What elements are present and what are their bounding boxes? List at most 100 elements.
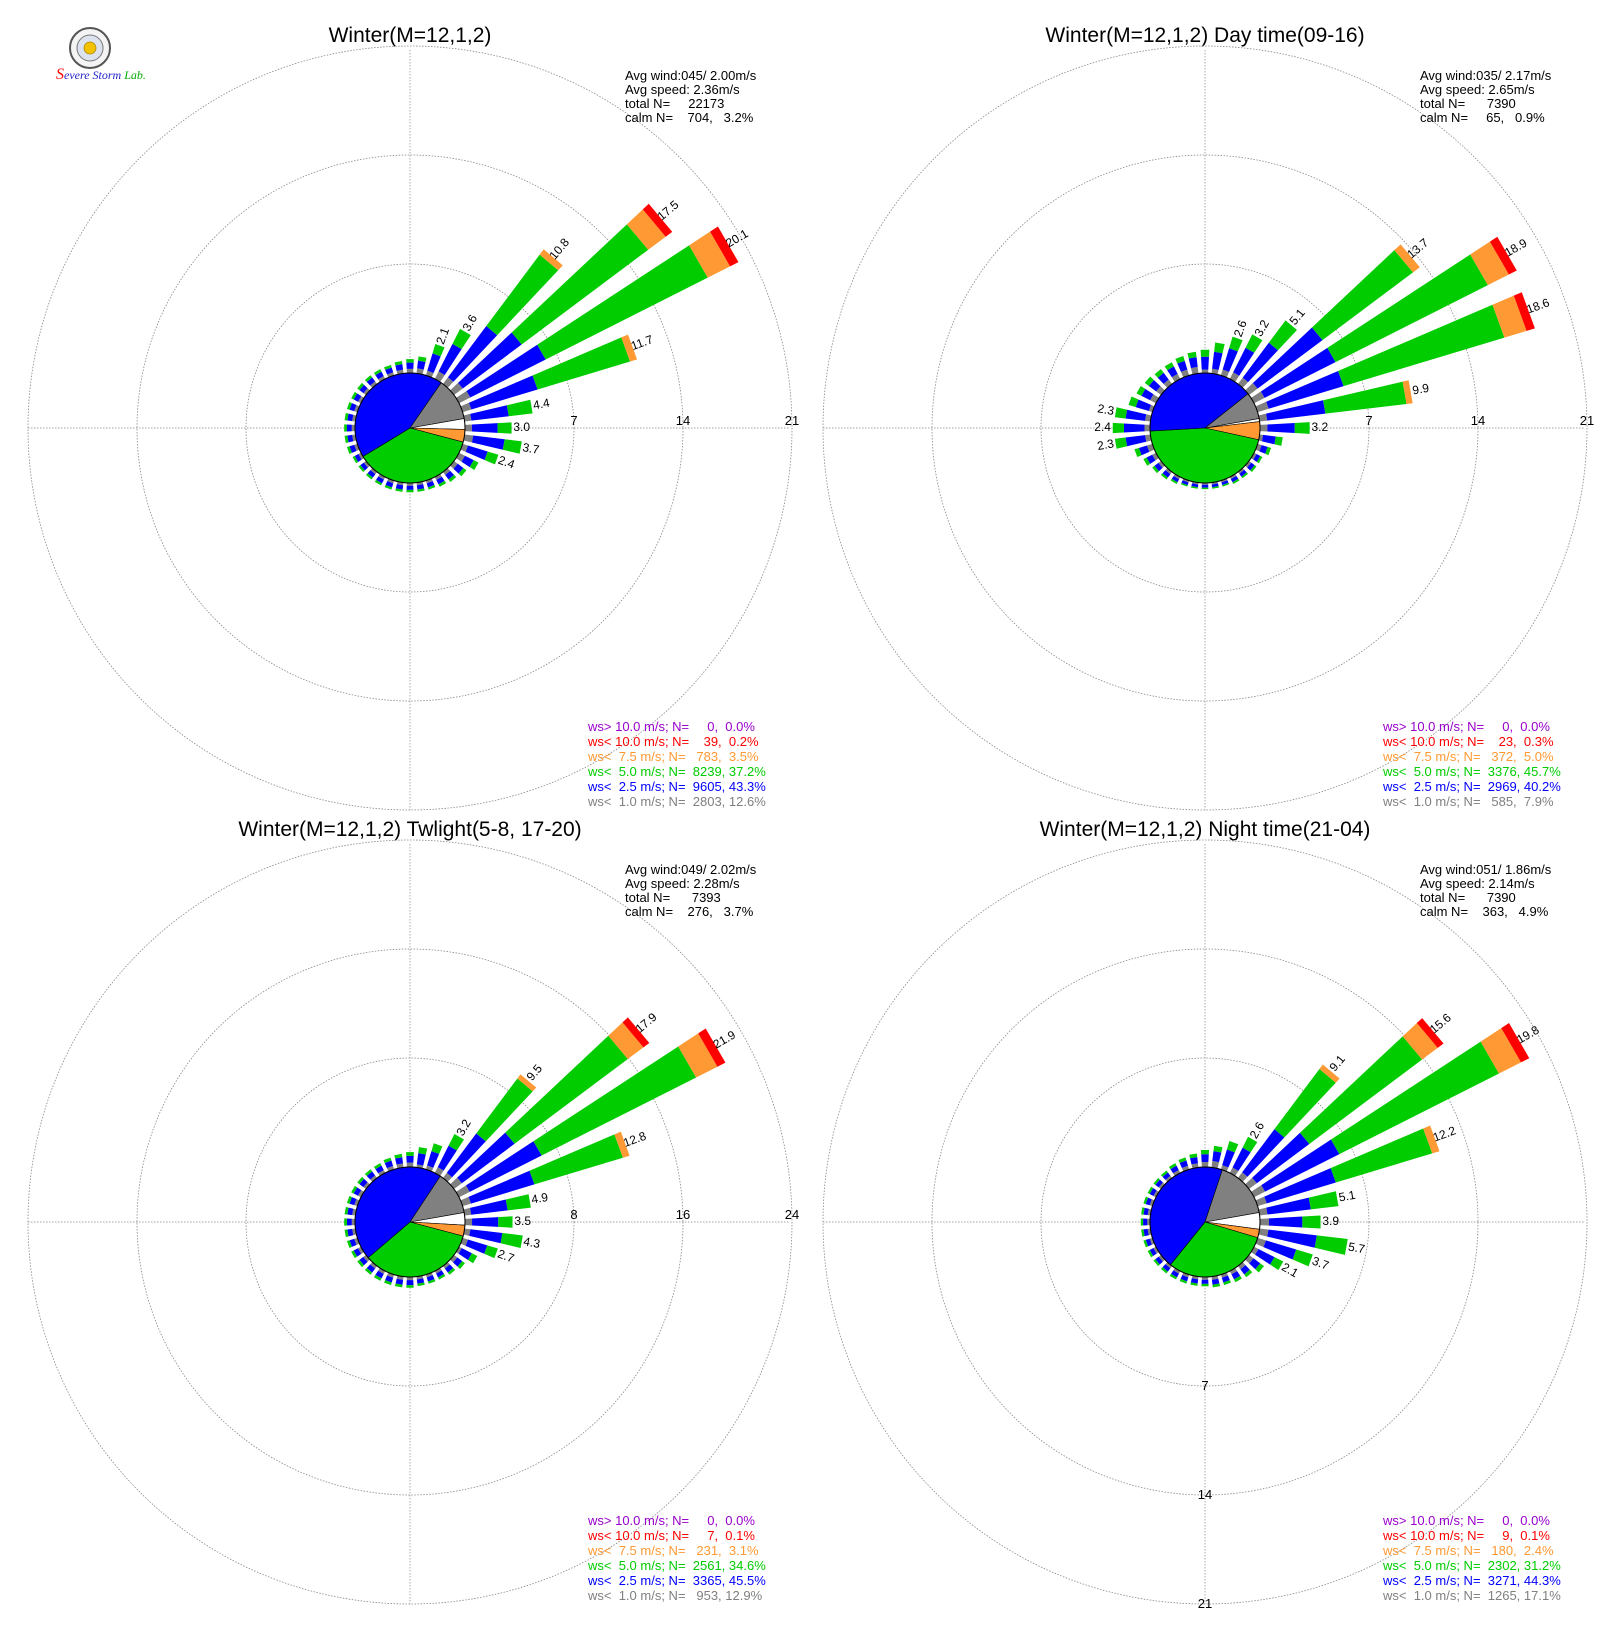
bar-segment [406, 485, 414, 490]
legend-entry: ws> 10.0 m/s; N= 0, 0.0% [1382, 719, 1550, 734]
bar-segment [1147, 1186, 1154, 1195]
stat-line: calm N= 276, 3.7% [625, 904, 754, 919]
bar-segment [463, 1207, 472, 1216]
bar-segment [1188, 357, 1198, 369]
bar-segment [1266, 400, 1326, 421]
bar-segment [1294, 422, 1310, 434]
pie-outline [1149, 1166, 1261, 1278]
bar-segment [346, 446, 352, 454]
stat-line: total N= 7390 [1420, 96, 1516, 111]
direction-bar [1180, 478, 1190, 487]
bar-segment [1147, 1218, 1151, 1226]
bar-segment [378, 474, 386, 480]
bar-segment [1245, 334, 1263, 353]
bar-segment [1114, 407, 1128, 419]
direction-bar [1175, 355, 1190, 378]
bar-value-label: 2.4 [1094, 420, 1111, 434]
direction-bar [442, 249, 563, 388]
bar-segment [1261, 1139, 1340, 1192]
bar-segment [351, 1218, 356, 1226]
bar-segment [464, 1218, 473, 1226]
direction-bar [1168, 1163, 1181, 1176]
speed-class-pie [1149, 372, 1261, 484]
bar-segment [432, 344, 445, 357]
legend-entry: ws< 2.5 m/s; N= 3365, 45.5% [587, 1573, 766, 1588]
direction-bar [434, 1268, 446, 1280]
bar-segment [366, 1264, 376, 1273]
direction-bar [1229, 1268, 1242, 1283]
bar-segment [347, 434, 354, 443]
speed-class-pie [354, 372, 466, 484]
bar-segment [359, 1178, 368, 1188]
bar-segment [359, 384, 368, 394]
bar-segment [386, 1165, 395, 1172]
legend-entry: ws< 5.0 m/s; N= 8239, 37.2% [587, 764, 766, 779]
bar-segment [622, 1017, 650, 1048]
bar-segment [1231, 1271, 1241, 1280]
bar-segment [1234, 1275, 1242, 1283]
bar-segment [1237, 468, 1245, 474]
bar-segment [360, 462, 368, 471]
bar-segment [378, 1268, 386, 1275]
bar-segment [1152, 465, 1159, 474]
direction-bar [1237, 468, 1248, 479]
bar-value-label: 20.1 [723, 226, 751, 250]
bar-segment [511, 224, 649, 345]
bar-segment [370, 1175, 378, 1182]
bar-value-label: 4.4 [532, 396, 551, 413]
bar-value-label: 3.9 [1322, 1214, 1339, 1228]
direction-bar [460, 1237, 498, 1259]
bar-value-label: 3.7 [1310, 1254, 1331, 1273]
bar-value-label: 3.2 [1311, 420, 1328, 434]
bar-segment [1201, 1276, 1209, 1280]
bar-value-label: 3.2 [453, 1117, 474, 1139]
bar-segment [375, 371, 384, 380]
bar-segment [1170, 1165, 1179, 1174]
bar-segment [529, 1134, 623, 1185]
direction-bar [1255, 1237, 1313, 1267]
legend-entry: ws< 7.5 m/s; N= 783, 3.5% [587, 749, 759, 764]
bar-segment [468, 375, 538, 410]
bar-segment [1266, 370, 1344, 409]
bar-segment [467, 1253, 478, 1264]
bar-segment [406, 489, 414, 493]
bar-segment [460, 402, 472, 413]
bar-value-label: 4.3 [522, 1234, 541, 1251]
bar-segment [1250, 465, 1257, 473]
bar-segment [1200, 1149, 1210, 1155]
bar-segment [364, 1268, 373, 1275]
direction-bar [1255, 443, 1272, 456]
bar-segment [347, 413, 354, 422]
direction-bar [442, 1262, 456, 1275]
bar-segment [1160, 473, 1168, 480]
direction-bar [1258, 1191, 1339, 1216]
bar-segment [486, 254, 559, 336]
bar-segment [375, 1165, 384, 1174]
bar-segment [349, 1197, 357, 1206]
bar-segment [416, 1153, 426, 1166]
direction-bar [463, 399, 533, 422]
bar-segment [1143, 1218, 1148, 1226]
bar-segment [1153, 1177, 1160, 1185]
bar-segment [1145, 434, 1152, 442]
ring-tick-label: 14 [676, 413, 690, 428]
bar-segment [363, 388, 370, 396]
bar-segment [1167, 366, 1178, 378]
direction-bar [1154, 368, 1173, 388]
bar-segment [471, 435, 505, 450]
bar-value-label: 2.4 [496, 453, 517, 472]
bar-segment [353, 1187, 362, 1196]
bar-value-label: 2.6 [1231, 318, 1250, 339]
direction-bar [1143, 1196, 1155, 1207]
legend-entry: ws< 1.0 m/s; N= 2803, 12.6% [587, 794, 766, 809]
bar-segment [1330, 1128, 1433, 1183]
bar-value-label: 2.3 [1096, 401, 1115, 418]
direction-bar [464, 422, 512, 434]
bar-segment [469, 460, 479, 471]
bar-segment [365, 473, 373, 480]
bar-segment [710, 226, 739, 267]
bar-segment [539, 249, 563, 271]
bar-segment [344, 424, 347, 432]
direction-bar [1245, 460, 1257, 473]
